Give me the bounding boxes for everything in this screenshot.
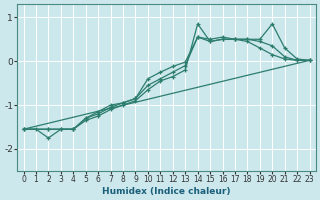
- X-axis label: Humidex (Indice chaleur): Humidex (Indice chaleur): [102, 187, 231, 196]
